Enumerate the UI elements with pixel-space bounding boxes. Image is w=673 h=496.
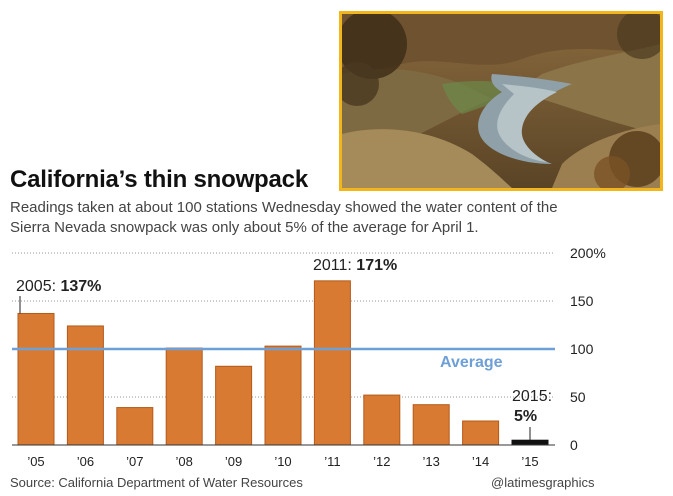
photo-frame [339, 11, 663, 191]
chart-subtitle: Readings taken at about 100 stations Wed… [10, 199, 558, 236]
x-tick-label: ’14 [472, 454, 489, 469]
x-tick-label: ’12 [373, 454, 390, 469]
x-tick-label: ’09 [225, 454, 242, 469]
y-tick-label: 100 [570, 341, 594, 357]
x-tick-label: ’07 [126, 454, 143, 469]
average-label: Average [440, 354, 503, 371]
source-note: Source: California Department of Water R… [10, 475, 303, 490]
x-tick-label: ’13 [423, 454, 440, 469]
x-tick-label: ’08 [176, 454, 193, 469]
y-tick-label: 150 [570, 293, 594, 309]
bar [462, 420, 500, 446]
annotation-2005: 2005: 137% [16, 278, 101, 295]
bar [511, 439, 549, 446]
bar [116, 407, 154, 446]
annotation-2015-value: 5% [514, 408, 537, 425]
y-tick-label: 200% [570, 245, 606, 261]
x-tick-label: ’06 [77, 454, 94, 469]
bar [66, 325, 104, 446]
bar [264, 345, 302, 446]
bar [363, 394, 401, 446]
bar [313, 280, 351, 446]
river-canyon-photo-icon [342, 14, 660, 188]
bar [165, 347, 203, 446]
x-tick-label: ’15 [521, 454, 538, 469]
y-tick-label: 0 [570, 437, 578, 453]
bar [215, 365, 253, 446]
x-tick-label: ’11 [324, 454, 340, 469]
x-tick-label: ’05 [27, 454, 44, 469]
credit-note: @latimesgraphics [491, 475, 595, 490]
chart-title: California’s thin snowpack [10, 166, 308, 193]
bar [17, 312, 55, 446]
y-tick-label: 50 [570, 389, 586, 405]
bar [412, 404, 450, 446]
bar-chart: 0 50 100 150 200% ’05 ’06 ’07 ’08 ’09 ’10 ’11 ’12 ’13… [12, 245, 606, 469]
annotation-2011: 2011: 171% [313, 257, 397, 274]
annotation-2015-prefix: 2015: [512, 388, 552, 405]
x-tick-label: ’10 [274, 454, 291, 469]
